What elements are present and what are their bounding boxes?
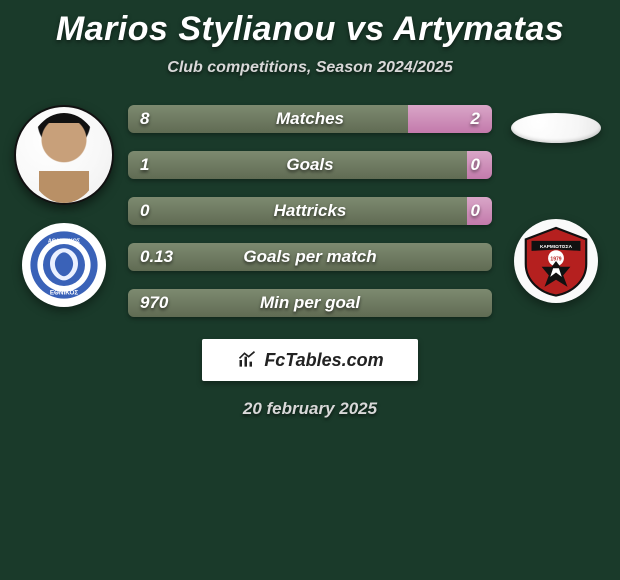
stat-row: 82Matches (128, 105, 492, 133)
stat-left-value: 0 (128, 197, 467, 225)
stat-left-value: 8 (128, 105, 408, 133)
stat-right-value: 0 (467, 197, 492, 225)
stat-right-value: 2 (408, 105, 492, 133)
stat-right-value: 0 (467, 151, 492, 179)
right-player-avatar (511, 113, 601, 143)
left-club-badge: ΑΘΛΗΤΙΚΟΣ ΕΘΝΙΚΟΣ (22, 223, 106, 307)
right-player-column: ΚΑΡΜΙΩΤΙΣΣΑ 1979 (500, 105, 612, 303)
right-club-badge: ΚΑΡΜΙΩΤΙΣΣΑ 1979 (514, 219, 598, 303)
chart-icon (236, 350, 258, 370)
comparison-card: Marios Stylianou vs Artymatas Club compe… (0, 0, 620, 419)
stat-left-value: 970 (128, 289, 492, 317)
page-subtitle: Club competitions, Season 2024/2025 (0, 59, 620, 77)
fctables-watermark[interactable]: FcTables.com (202, 339, 418, 381)
left-player-avatar (14, 105, 114, 205)
ethnikos-badge-icon: ΑΘΛΗΤΙΚΟΣ ΕΘΝΙΚΟΣ (29, 230, 99, 300)
svg-text:ΑΘΛΗΤΙΚΟΣ: ΑΘΛΗΤΙΚΟΣ (48, 239, 81, 245)
date-text: 20 february 2025 (0, 399, 620, 419)
svg-text:ΕΘΝΙΚΟΣ: ΕΘΝΙΚΟΣ (50, 289, 79, 296)
stat-left-value: 1 (128, 151, 467, 179)
karmiotissa-badge-icon: ΚΑΡΜΙΩΤΙΣΣΑ 1979 (520, 225, 592, 297)
stat-row: 10Goals (128, 151, 492, 179)
stat-row: 00Hattricks (128, 197, 492, 225)
stats-column: 82Matches 10Goals 00Hattricks 0.13Goals per… (120, 105, 500, 317)
stat-left-value: 0.13 (128, 243, 492, 271)
main-row: ΑΘΛΗΤΙΚΟΣ ΕΘΝΙΚΟΣ 82Matches 10Goals 00Hatt… (0, 105, 620, 317)
watermark-text: FcTables.com (264, 350, 383, 371)
stat-row: 0.13Goals per match (128, 243, 492, 271)
page-title: Marios Stylianou vs Artymatas (0, 10, 620, 49)
stat-row: 970Min per goal (128, 289, 492, 317)
left-player-column: ΑΘΛΗΤΙΚΟΣ ΕΘΝΙΚΟΣ (8, 105, 120, 307)
svg-text:ΚΑΡΜΙΩΤΙΣΣΑ: ΚΑΡΜΙΩΤΙΣΣΑ (540, 244, 573, 249)
